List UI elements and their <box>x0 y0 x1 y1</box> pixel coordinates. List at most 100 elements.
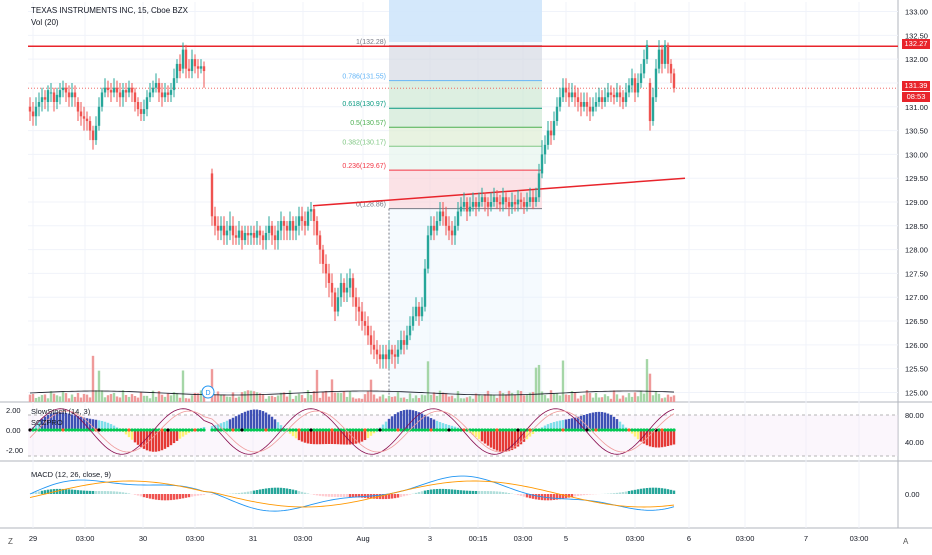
volume-bar <box>223 395 225 402</box>
macd-histogram-bar <box>250 491 252 494</box>
candle-body <box>478 202 480 207</box>
sqz-dot <box>444 428 447 431</box>
sqz-dot <box>537 428 540 431</box>
candle-body <box>259 231 261 236</box>
sqz-dot <box>471 428 474 431</box>
macd-histogram-bar <box>304 493 306 494</box>
volume-bar <box>113 393 115 402</box>
sqzpro-label[interactable]: SQZPRO <box>31 418 63 427</box>
timezone-button[interactable]: Z <box>8 537 13 546</box>
candle-body <box>412 316 414 326</box>
volume-bar <box>649 374 651 402</box>
volume-bar <box>358 398 360 402</box>
candle-body <box>304 221 306 226</box>
auto-scale-button[interactable]: A <box>903 537 908 546</box>
volume-bar <box>610 399 612 402</box>
stoch-label[interactable]: SlowStoch (14, 3) <box>31 407 90 416</box>
volume-bar <box>83 394 85 402</box>
candle-body <box>149 92 151 97</box>
sqz-dot <box>594 428 597 431</box>
volume-bar <box>535 368 537 402</box>
sqz-dot <box>55 428 58 431</box>
macd-histogram-bar <box>235 493 237 494</box>
macd-histogram-bar <box>550 494 552 500</box>
candle-body <box>604 97 606 102</box>
candle-body <box>667 45 669 64</box>
sqz-dot <box>405 428 408 431</box>
candle-body <box>47 90 49 102</box>
volume-bar <box>643 394 645 402</box>
sqz-dot <box>348 428 351 431</box>
candle-body <box>652 97 654 121</box>
candle-body <box>319 235 321 249</box>
sqz-histogram-bar <box>268 414 270 430</box>
sqz-dot <box>324 428 327 431</box>
candle-body <box>268 226 270 233</box>
volume-bar <box>226 397 228 402</box>
sqz-histogram-bar <box>319 430 321 444</box>
fib-level-label: 1(132.28) <box>356 39 386 46</box>
sqz-histogram-bar <box>430 418 432 430</box>
candle-body <box>92 131 94 141</box>
volume-bar <box>634 392 636 402</box>
volume-bar <box>265 399 267 402</box>
macd-histogram-bar <box>535 494 537 499</box>
sqz-histogram-bar <box>301 430 303 442</box>
sqz-dot <box>474 428 477 431</box>
macd-histogram-bar <box>580 494 582 496</box>
sqz-dot <box>228 428 231 431</box>
price-tick-label: 125.50 <box>905 365 928 374</box>
macd-histogram-bar <box>265 488 267 494</box>
candle-body <box>382 354 384 359</box>
sqz-histogram-bar <box>229 419 231 430</box>
volume-bar <box>667 395 669 402</box>
volume-bar <box>412 398 414 402</box>
volume-bar <box>388 396 390 402</box>
macd-histogram-bar <box>50 489 52 494</box>
sqz-histogram-bar <box>158 430 160 451</box>
fib-level-label: 0.5(130.57) <box>350 120 386 127</box>
macd-histogram-bar <box>125 493 127 494</box>
candle-body <box>116 88 118 93</box>
price-tick-label: 127.50 <box>905 269 928 278</box>
candle-body <box>436 221 438 231</box>
macd-histogram-bar <box>436 489 438 494</box>
volume-bar <box>658 394 660 402</box>
volume-indicator-label[interactable]: Vol (20) <box>31 18 59 27</box>
volume-bar <box>65 393 67 402</box>
macd-histogram-bar <box>200 494 202 495</box>
candle-body <box>466 202 468 212</box>
volume-bar <box>391 397 393 402</box>
sqz-histogram-bar <box>244 412 246 430</box>
price-tick-label: 131.00 <box>905 103 928 112</box>
sqz-dot <box>300 428 303 431</box>
fib-time-zone <box>389 0 542 42</box>
macd-tick-label: 0.00 <box>905 490 920 499</box>
volume-bar <box>155 397 157 402</box>
sqz-dot <box>246 428 249 431</box>
candle-body <box>277 231 279 241</box>
volume-bar <box>490 394 492 402</box>
macd-label[interactable]: MACD (12, 26, close, 9) <box>31 470 111 479</box>
macd-histogram-bar <box>361 494 363 498</box>
candle-body <box>463 202 465 207</box>
volume-bar <box>137 398 139 402</box>
candle-body <box>580 102 582 107</box>
macd-histogram-bar <box>637 489 639 494</box>
sqz-dot <box>103 428 106 431</box>
volume-bar <box>77 393 79 402</box>
volume-bar <box>256 392 258 402</box>
fib-band <box>389 46 542 81</box>
candle-body <box>661 50 663 64</box>
sqz-dot <box>540 428 543 431</box>
candle-body <box>137 102 139 109</box>
time-tick-label: 03:00 <box>294 534 313 543</box>
sqz-dot <box>636 428 639 431</box>
candle-body <box>146 97 148 109</box>
sqz-dot <box>163 428 166 431</box>
volume-bar <box>68 398 70 402</box>
macd-histogram-bar <box>307 493 309 494</box>
macd-histogram-bar <box>418 492 420 494</box>
sqz-dot <box>306 428 309 431</box>
